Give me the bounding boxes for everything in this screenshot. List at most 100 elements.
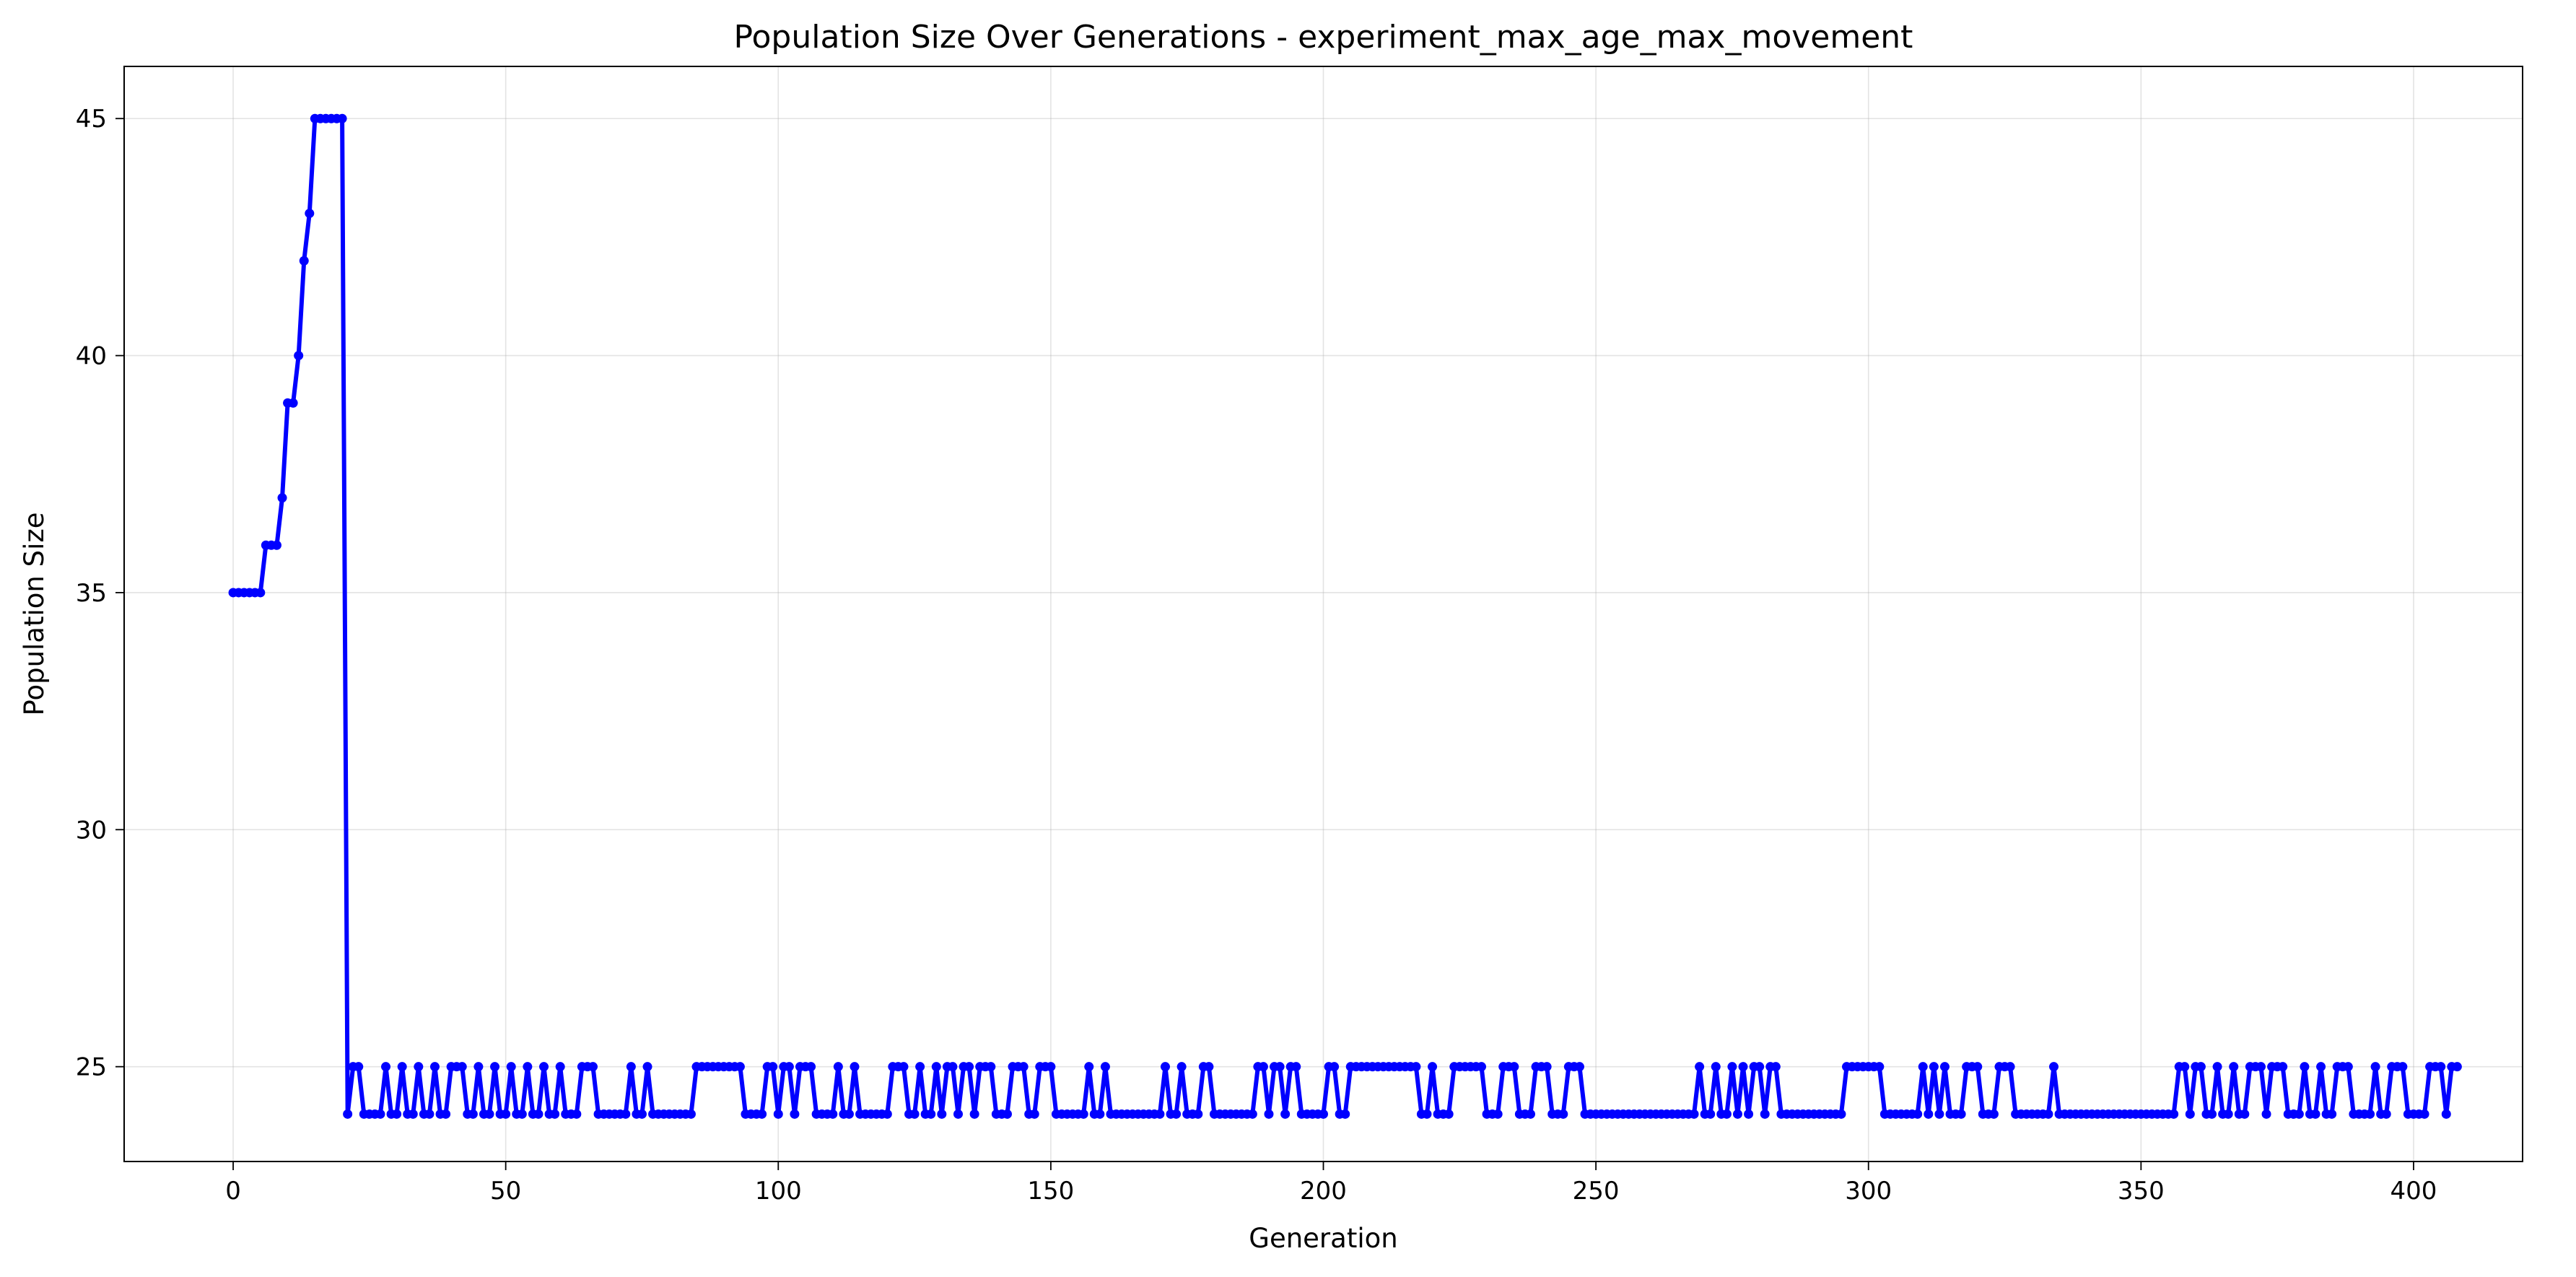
data-point [2229, 1062, 2239, 1072]
x-tick-label: 100 [755, 1177, 802, 1206]
chart-title: Population Size Over Generations - exper… [734, 19, 1913, 56]
data-point [1973, 1062, 1983, 1072]
data-point [1422, 1109, 1432, 1119]
y-tick-label: 45 [76, 105, 107, 134]
series-layer [228, 113, 2462, 1119]
axis-ticks: 0 50 100 150 200 250 300 350 400 25 30 35 40 45 [76, 105, 2437, 1206]
grid [124, 66, 2523, 1161]
data-point [424, 1109, 435, 1119]
data-point [735, 1062, 745, 1072]
data-point [1689, 1109, 1699, 1119]
data-point [784, 1062, 794, 1072]
data-point [637, 1109, 647, 1119]
data-point [2370, 1062, 2380, 1072]
data-point [2452, 1062, 2462, 1072]
data-point [1706, 1109, 1716, 1119]
data-point [288, 398, 298, 408]
data-point [1258, 1062, 1268, 1072]
data-point [986, 1062, 996, 1072]
data-point [256, 588, 266, 598]
y-tick-label: 25 [76, 1053, 107, 1082]
data-point [1204, 1062, 1214, 1072]
data-point [1574, 1062, 1584, 1072]
data-point [2300, 1062, 2310, 1072]
data-point [1956, 1109, 1966, 1119]
x-tick-label: 50 [490, 1177, 521, 1206]
data-point [1477, 1062, 1487, 1072]
data-point [2256, 1062, 2266, 1072]
data-point [1755, 1062, 1765, 1072]
data-point [2049, 1062, 2058, 1072]
data-point [572, 1109, 582, 1119]
data-point [882, 1109, 892, 1119]
data-point [1988, 1109, 1999, 1119]
x-tick-label: 200 [1300, 1177, 1347, 1206]
data-point [1542, 1062, 1552, 1072]
data-point [468, 1109, 478, 1119]
data-point [2043, 1109, 2053, 1119]
data-point [626, 1062, 636, 1072]
data-point [2185, 1109, 2195, 1119]
data-point [381, 1062, 391, 1072]
data-point [1929, 1062, 1939, 1072]
data-point [271, 540, 281, 550]
x-axis-label: Generation [1249, 1223, 1397, 1254]
data-point [2294, 1109, 2304, 1119]
data-point [790, 1109, 800, 1119]
data-point [392, 1109, 402, 1119]
data-point [2316, 1062, 2326, 1072]
data-point [2365, 1109, 2375, 1119]
data-point [555, 1062, 565, 1072]
data-point [1078, 1109, 1088, 1119]
data-point [1029, 1109, 1039, 1119]
data-point [2261, 1109, 2271, 1119]
data-point [277, 493, 287, 503]
data-point [1155, 1109, 1165, 1119]
data-point [550, 1109, 560, 1119]
data-point [621, 1109, 631, 1119]
data-point [1444, 1109, 1454, 1119]
data-point [2180, 1062, 2190, 1072]
data-point [953, 1109, 963, 1119]
data-point [2381, 1109, 2391, 1119]
data-point [1738, 1062, 1748, 1072]
data-point [1918, 1062, 1928, 1072]
data-point [1924, 1109, 1934, 1119]
data-point [642, 1062, 652, 1072]
data-point [931, 1062, 941, 1072]
data-point [1428, 1062, 1438, 1072]
data-point [1046, 1062, 1056, 1072]
data-point [969, 1109, 979, 1119]
data-point [1711, 1062, 1721, 1072]
data-point [429, 1062, 440, 1072]
data-point [441, 1109, 451, 1119]
data-point [2223, 1109, 2233, 1119]
data-point [1732, 1109, 1742, 1119]
data-point [1934, 1109, 1944, 1119]
data-point [1695, 1062, 1705, 1072]
data-point [375, 1109, 385, 1119]
y-tick-label: 35 [76, 579, 107, 608]
data-point [833, 1062, 843, 1072]
data-point [1247, 1109, 1257, 1119]
x-tick-label: 250 [1573, 1177, 1620, 1206]
data-point [757, 1109, 767, 1119]
data-point [768, 1062, 778, 1072]
data-point [1002, 1109, 1012, 1119]
data-point [397, 1062, 407, 1072]
data-point [473, 1062, 484, 1072]
data-point [294, 351, 304, 361]
data-point [1275, 1062, 1285, 1072]
x-tick-label: 0 [225, 1177, 241, 1206]
data-point [533, 1109, 543, 1119]
data-point [517, 1109, 527, 1119]
data-point [490, 1062, 500, 1072]
data-point [1100, 1062, 1110, 1072]
data-point [686, 1109, 696, 1119]
data-point [1193, 1109, 1203, 1119]
data-point [1340, 1109, 1350, 1119]
data-point [948, 1062, 958, 1072]
data-point [305, 209, 315, 219]
data-point [2240, 1109, 2250, 1119]
data-point [1171, 1109, 1182, 1119]
